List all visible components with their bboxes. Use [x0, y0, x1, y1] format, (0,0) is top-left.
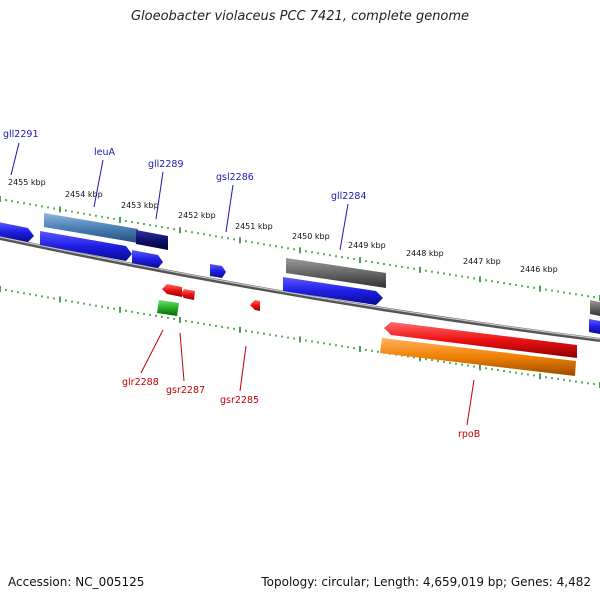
lower-tick-row [0, 286, 600, 388]
glr2288-leader-line [140, 329, 164, 374]
kbp-label-2446: 2446 kbp [520, 265, 558, 274]
chromosome-backbone [0, 236, 600, 342]
gene-label-gsl2286[interactable]: gsl2286 [216, 172, 254, 183]
kbp-label-2454: 2454 kbp [65, 190, 103, 199]
map-title: Gloeobacter violaceus PCC 7421, complete… [130, 9, 470, 24]
gene-gll2284-feature[interactable] [283, 277, 383, 305]
upper-tick-row [0, 196, 600, 301]
gene-gsr2287-red-feature[interactable] [181, 289, 195, 300]
kbp-label-2449: 2449 kbp [348, 241, 386, 250]
gll2291-leader-line [10, 142, 20, 176]
gene-label-glr2288[interactable]: glr2288 [122, 377, 159, 388]
gene-gray-feature[interactable] [286, 258, 386, 288]
kbp-label-2448: 2448 kbp [406, 249, 444, 258]
gsl2286-leader-line [225, 184, 234, 233]
gene-gll2291-feature[interactable] [0, 222, 34, 242]
gene-navy-feature[interactable] [136, 230, 168, 250]
kbp-label-2455: 2455 kbp [8, 178, 46, 187]
gsr2287-leader-line [179, 332, 185, 382]
accession-text: Accession: NC_005125 [8, 575, 145, 589]
gll2284-leader-line [339, 203, 349, 251]
gene-label-gll2284[interactable]: gll2284 [331, 191, 367, 202]
kbp-label-2450: 2450 kbp [292, 232, 330, 241]
kbp-label-2447: 2447 kbp [463, 257, 501, 266]
gene-label-leuA[interactable]: leuA [94, 147, 116, 158]
gene-gsl2286-feature[interactable] [210, 264, 226, 278]
gene-label-gll2289[interactable]: gll2289 [148, 159, 184, 170]
reverse-genes [157, 284, 577, 376]
gene-rpoB-red-feature[interactable] [384, 322, 577, 358]
gene-steelblue-feature[interactable] [44, 213, 138, 243]
gene-leuA-feature[interactable] [40, 231, 132, 261]
forward-gene-labels: gll2291 leuA gll2289 gsl2286 gll2284 [3, 129, 367, 251]
gene-label-gsr2285[interactable]: gsr2285 [220, 395, 259, 406]
kbp-label-2451: 2451 kbp [235, 222, 273, 231]
chromosome-backbone-highlight [0, 236, 600, 340]
kbp-label-2453: 2453 kbp [121, 201, 159, 210]
gene-glr2288-red-feature[interactable] [162, 284, 182, 297]
rpoB-leader-line [466, 379, 475, 426]
gene-rpoB-orange-feature[interactable] [380, 338, 576, 376]
gsr2285-leader-line [239, 345, 247, 392]
forward-genes [0, 213, 600, 334]
leuA-leader-line [93, 159, 104, 208]
gene-edge-gray-feature[interactable] [590, 300, 600, 316]
reverse-gene-labels: glr2288 gsr2287 gsr2285 rpoB [122, 329, 480, 440]
gene-label-gll2291[interactable]: gll2291 [3, 129, 39, 140]
genome-summary-text: Topology: circular; Length: 4,659,019 bp… [261, 575, 591, 589]
kbp-label-group: 2455 kbp 2454 kbp 2453 kbp 2452 kbp 2451… [8, 178, 558, 274]
gene-gll2289-feature[interactable] [132, 250, 163, 268]
gene-glr2288-green-feature[interactable] [157, 300, 179, 316]
gene-label-rpoB[interactable]: rpoB [458, 429, 480, 440]
gene-gsr2285-feature[interactable] [250, 300, 260, 311]
gene-label-gsr2287[interactable]: gsr2287 [166, 385, 205, 396]
gene-edge-blue-feature[interactable] [589, 319, 600, 334]
gll2289-leader-line [155, 171, 164, 220]
kbp-label-2452: 2452 kbp [178, 211, 216, 220]
